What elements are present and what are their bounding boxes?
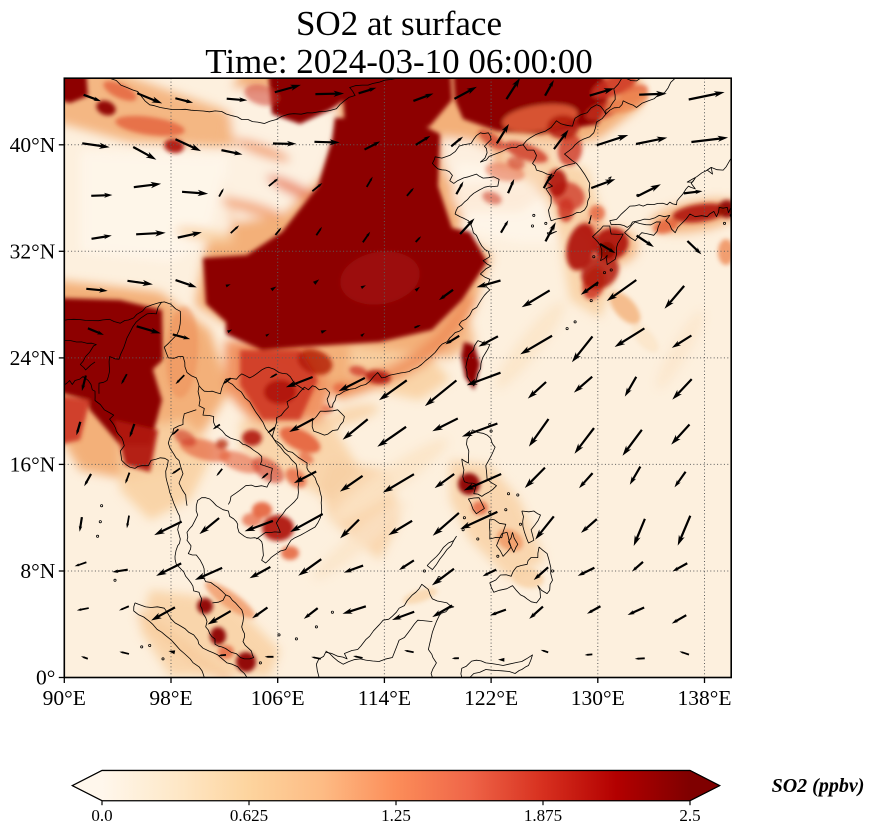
svg-text:Time: 2024-03-10 06:00:00: Time: 2024-03-10 06:00:00 xyxy=(205,42,593,81)
svg-text:16°N: 16°N xyxy=(10,452,56,476)
svg-text:SO2 (ppbv): SO2 (ppbv) xyxy=(772,775,865,797)
svg-text:0.0: 0.0 xyxy=(91,806,112,825)
svg-text:1.25: 1.25 xyxy=(381,806,411,825)
svg-text:130°E: 130°E xyxy=(571,686,625,710)
svg-text:0°: 0° xyxy=(36,666,55,690)
svg-text:138°E: 138°E xyxy=(678,686,732,710)
svg-text:40°N: 40°N xyxy=(10,133,56,157)
svg-text:32°N: 32°N xyxy=(10,239,56,263)
svg-text:90°E: 90°E xyxy=(43,686,86,710)
svg-text:0.625: 0.625 xyxy=(230,806,268,825)
svg-text:24°N: 24°N xyxy=(10,346,56,370)
svg-text:122°E: 122°E xyxy=(464,686,518,710)
svg-text:2.5: 2.5 xyxy=(679,806,700,825)
svg-text:1.875: 1.875 xyxy=(524,806,562,825)
svg-text:114°E: 114°E xyxy=(358,686,411,710)
svg-text:SO2 at surface: SO2 at surface xyxy=(296,4,502,43)
svg-text:8°N: 8°N xyxy=(20,559,55,583)
svg-text:106°E: 106°E xyxy=(251,686,305,710)
svg-text:98°E: 98°E xyxy=(149,686,192,710)
